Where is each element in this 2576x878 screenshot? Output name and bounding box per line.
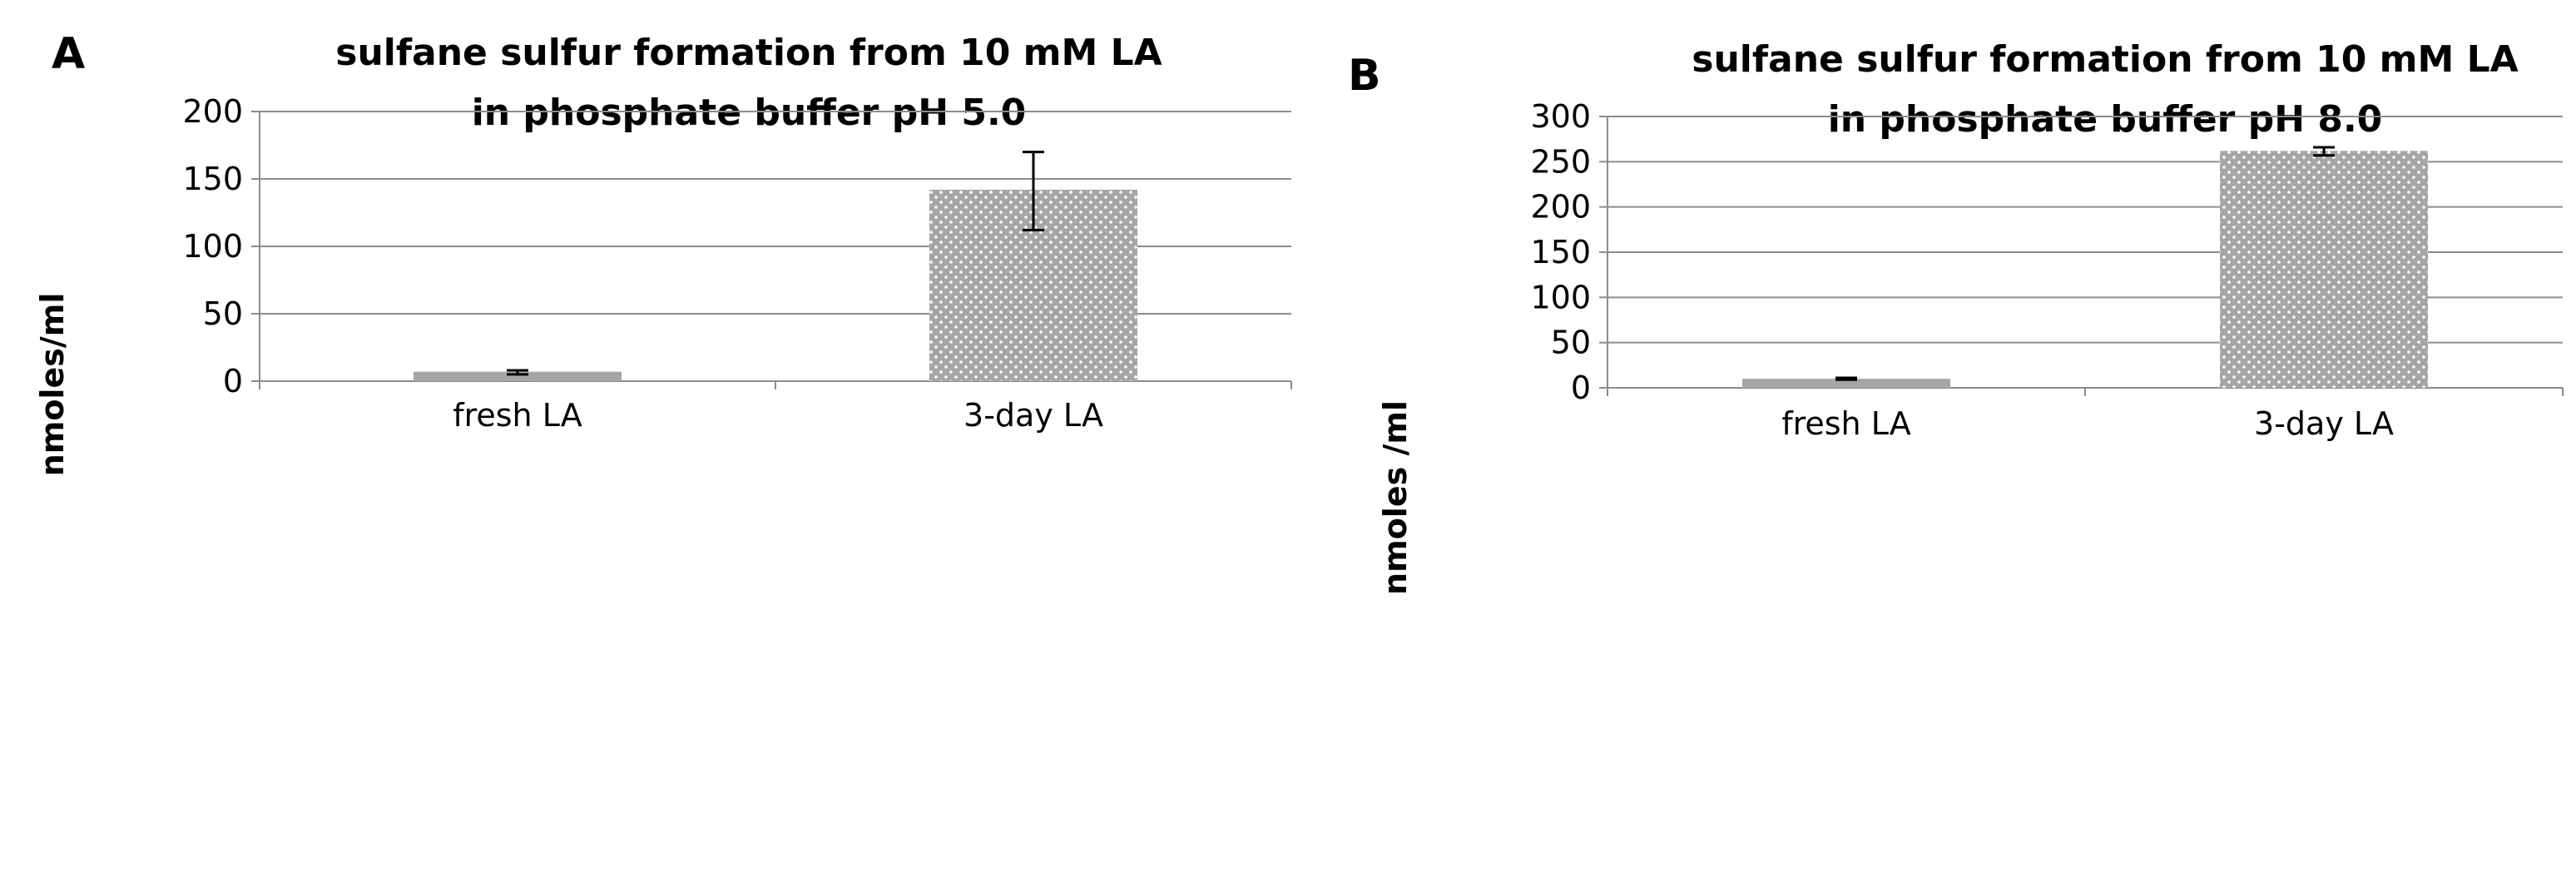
chart-a-y-axis-label: nmoles/ml: [34, 293, 71, 477]
chart-b-x-tick-label: fresh LA: [1781, 405, 1911, 442]
chart-b-y-tick-label: 150: [1530, 234, 1591, 270]
chart-a-y-tick-label: 150: [182, 161, 243, 197]
chart-panel-b: B sulfane sulfur formation from 10 mM LA…: [1348, 38, 2564, 595]
chart-b-y-tick-label: 50: [1551, 325, 1591, 361]
chart-b-y-tick-label: 250: [1530, 143, 1591, 180]
chart-a-title-line-1: sulfane sulfur formation from 10 mM LA: [335, 32, 1162, 74]
panel-letter-a: A: [52, 29, 85, 79]
chart-b-title-line-1: sulfane sulfur formation from 10 mM LA: [1692, 38, 2518, 81]
chart-b-bar-fresh-la: [1742, 379, 1950, 388]
chart-b-y-tick-label: 200: [1530, 189, 1591, 226]
chart-a-y-tick-label: 0: [223, 363, 243, 399]
chart-b-y-axis-label: nmoles /ml: [1377, 400, 1414, 595]
chart-a-plot-area: 0 50 100 150 200 fresh LA 3-day LA: [182, 93, 1292, 434]
chart-a-y-tick-label: 200: [182, 93, 243, 130]
chart-b-y-tick-label: 100: [1530, 279, 1591, 315]
panel-letter-b: B: [1348, 51, 1381, 101]
chart-a-y-tick-label: 100: [182, 228, 243, 265]
chart-b-y-tick-label: 300: [1530, 98, 1591, 135]
chart-b-y-tick-label: 0: [1571, 370, 1591, 406]
chart-b-title-line-2: in phosphate buffer pH 8.0: [1828, 98, 2383, 141]
chart-b-plot-area: 0 50 100 150 200 250 300 fresh LA 3-day LA: [1530, 98, 2564, 442]
chart-a-y-tick-label: 50: [203, 295, 243, 332]
chart-b-x-tick-label: 3-day LA: [2254, 405, 2394, 442]
chart-a-bar-fresh-la: [414, 371, 622, 381]
chart-panel-a: A sulfane sulfur formation from 10 mM LA…: [34, 29, 1292, 477]
chart-b-bar-3-day-la: [2220, 151, 2428, 388]
chart-a-x-tick-label: fresh LA: [453, 397, 582, 434]
chart-a-x-tick-label: 3-day LA: [964, 397, 1103, 434]
chart-a-title-line-2: in phosphate buffer pH 5.0: [472, 92, 1027, 134]
